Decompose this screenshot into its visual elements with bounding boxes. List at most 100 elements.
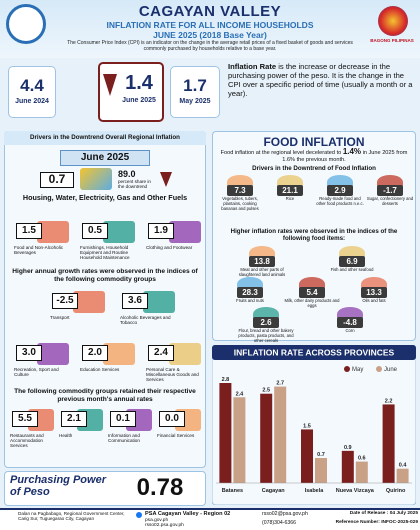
item-label: Clothing and Footwear: [146, 245, 193, 250]
summary-rate: 1.4%: [342, 147, 362, 156]
bar-label: 2.7: [276, 381, 284, 387]
bar: [274, 386, 287, 483]
retained-title: The following commodity groups retained …: [14, 388, 196, 403]
definition: Inflation Rate is the increase or decrea…: [228, 62, 414, 98]
food-label: Fruits and nuts: [236, 298, 264, 303]
food-value: 5.4: [299, 287, 325, 298]
item-value: 0.5: [82, 223, 108, 239]
food-drivers-title: Drivers in the Downtrend of Food Inflati…: [252, 165, 376, 172]
food-summary: Food inflation at the regional level dec…: [220, 147, 408, 163]
item-icon: [103, 221, 136, 243]
food-value: -4.8: [337, 317, 363, 328]
main-share-label: percent share in the downtrend: [118, 179, 151, 189]
reference: Reference Number: INFOC-2025-029: [335, 520, 418, 525]
commodity-item: 0.1 Information and Communication: [108, 408, 154, 454]
psa-logo: [6, 4, 46, 44]
bar: [219, 383, 232, 483]
website2: rsso02.psa.gov.ph: [145, 523, 184, 528]
commodity-item: -2.5 Transport: [50, 290, 108, 336]
bar: [301, 429, 313, 483]
food-value: 28.3: [237, 287, 263, 298]
food-label: Meat and other parts of slaughtered land…: [238, 267, 286, 277]
main-name: Housing, Water, Electricity, Gas and Oth…: [22, 193, 188, 202]
item-label: Information and Communication: [108, 433, 140, 444]
food-label: Milk, other dairy products and eggs: [284, 298, 340, 308]
food-label: Fish and other seafood: [330, 267, 374, 272]
food-item: 13.8 Meat and other parts of slaughtered …: [232, 246, 292, 286]
food-label: Rice: [285, 196, 295, 201]
item-label: Alcoholic Beverages and Tobacco: [120, 315, 171, 326]
commodity-item: 1.9 Clothing and Footwear: [146, 220, 204, 266]
item-value: 2.0: [82, 345, 108, 361]
food-value: 6.9: [339, 256, 365, 267]
email: rsso02@psa.gov.ph: [262, 511, 308, 517]
bar-label: 0.4: [399, 463, 408, 469]
headline-label: May 2025: [179, 98, 211, 105]
item-icon: [169, 343, 202, 365]
item-value: 3.6: [122, 293, 148, 309]
food-value: 7.3: [227, 185, 253, 196]
food-item: 7.3 Vegetables, tubers, plantains, cookin…: [216, 175, 264, 215]
headline-box: 4.4 June 2024: [8, 66, 56, 118]
bar: [396, 468, 409, 483]
food-label: Sugar, confectionery and desserts: [366, 196, 414, 206]
food-label: Flour, bread and other bakery products, …: [238, 328, 294, 343]
bar-label: 0.9: [344, 445, 352, 451]
main-icon: [80, 168, 112, 190]
item-label: Personal Care & Miscellaneous Goods and …: [146, 367, 199, 383]
definition-term: Inflation Rate: [228, 62, 277, 71]
release-date: Date of Release : 04 July 2025: [349, 511, 418, 516]
pp-box: [4, 471, 206, 506]
bar-label: 2.4: [236, 391, 245, 397]
item-icon: [73, 291, 106, 313]
headline-label: June 2024: [15, 98, 49, 105]
commodity-item: 2.0 Education Services: [80, 342, 138, 388]
category-label: Cagayan: [262, 488, 286, 494]
item-label: Health: [59, 433, 73, 438]
food-value: 21.1: [277, 185, 303, 196]
food-item: -4.8 Corn: [320, 307, 380, 347]
bar-label: 0.7: [317, 452, 325, 458]
food-item: 2.6 Flour, bread and other bakery product…: [236, 307, 296, 347]
facebook: PSA Cagayan Valley - Region 02: [145, 511, 231, 517]
month-box: June 2025: [60, 150, 150, 166]
main-share: 89.0: [118, 169, 136, 179]
food-item: 13.3 Oils and fats: [344, 277, 404, 317]
food-item: 6.9 Fish and other seafood: [322, 246, 382, 286]
item-value: 2.4: [148, 345, 174, 361]
website1: psa.gov.ph: [145, 518, 169, 523]
header-band: [0, 0, 420, 58]
item-value: -2.5: [52, 293, 78, 309]
item-value: 0.0: [159, 411, 185, 427]
bar-label: 2.8: [222, 377, 230, 383]
legend-swatch: [376, 366, 382, 372]
category-label: Nueva Vizcaya: [336, 488, 375, 494]
bar: [355, 461, 368, 483]
left-header: Drivers in the Downtrend Overall Regiona…: [4, 131, 206, 145]
category-label: Batanes: [222, 488, 243, 494]
headline-value: 4.4: [20, 76, 44, 95]
address: Dalan na Pagbabago, Regional Government …: [18, 511, 125, 522]
commodity-item: 2.1 Health: [59, 408, 105, 454]
food-value: 2.9: [327, 185, 353, 196]
province-chart: INFLATION RATE ACROSS PROVINCES May June 2.…: [212, 345, 416, 505]
food-value: 13.8: [249, 256, 275, 267]
food-item: -1.7 Sugar, confectionery and desserts: [366, 175, 414, 215]
food-value: 2.6: [253, 317, 279, 328]
food-label: Ready-made food and other food products …: [316, 196, 364, 206]
item-label: Food and Non-Alcoholic Beverages: [14, 245, 64, 256]
item-label: Financial Services: [157, 433, 195, 438]
title: CAGAYAN VALLEY: [138, 3, 282, 20]
footer: [0, 508, 420, 530]
food-value: -1.7: [377, 185, 403, 196]
category-label: Quirino: [386, 488, 406, 494]
item-label: Transport: [50, 315, 70, 320]
commodity-item: 5.5 Restaurants and Accommodation Service…: [10, 408, 56, 454]
subtitle: INFLATION RATE FOR ALL INCOME HOUSEHOLDS: [106, 20, 314, 30]
bar: [341, 450, 354, 483]
food-item: 2.9 Ready-made food and other food produc…: [316, 175, 364, 215]
headline-value: 1.4: [125, 72, 153, 94]
bp-logo: [378, 6, 408, 36]
commodity-item: 0.5 Furnishings, Household Equipment and …: [80, 220, 138, 266]
